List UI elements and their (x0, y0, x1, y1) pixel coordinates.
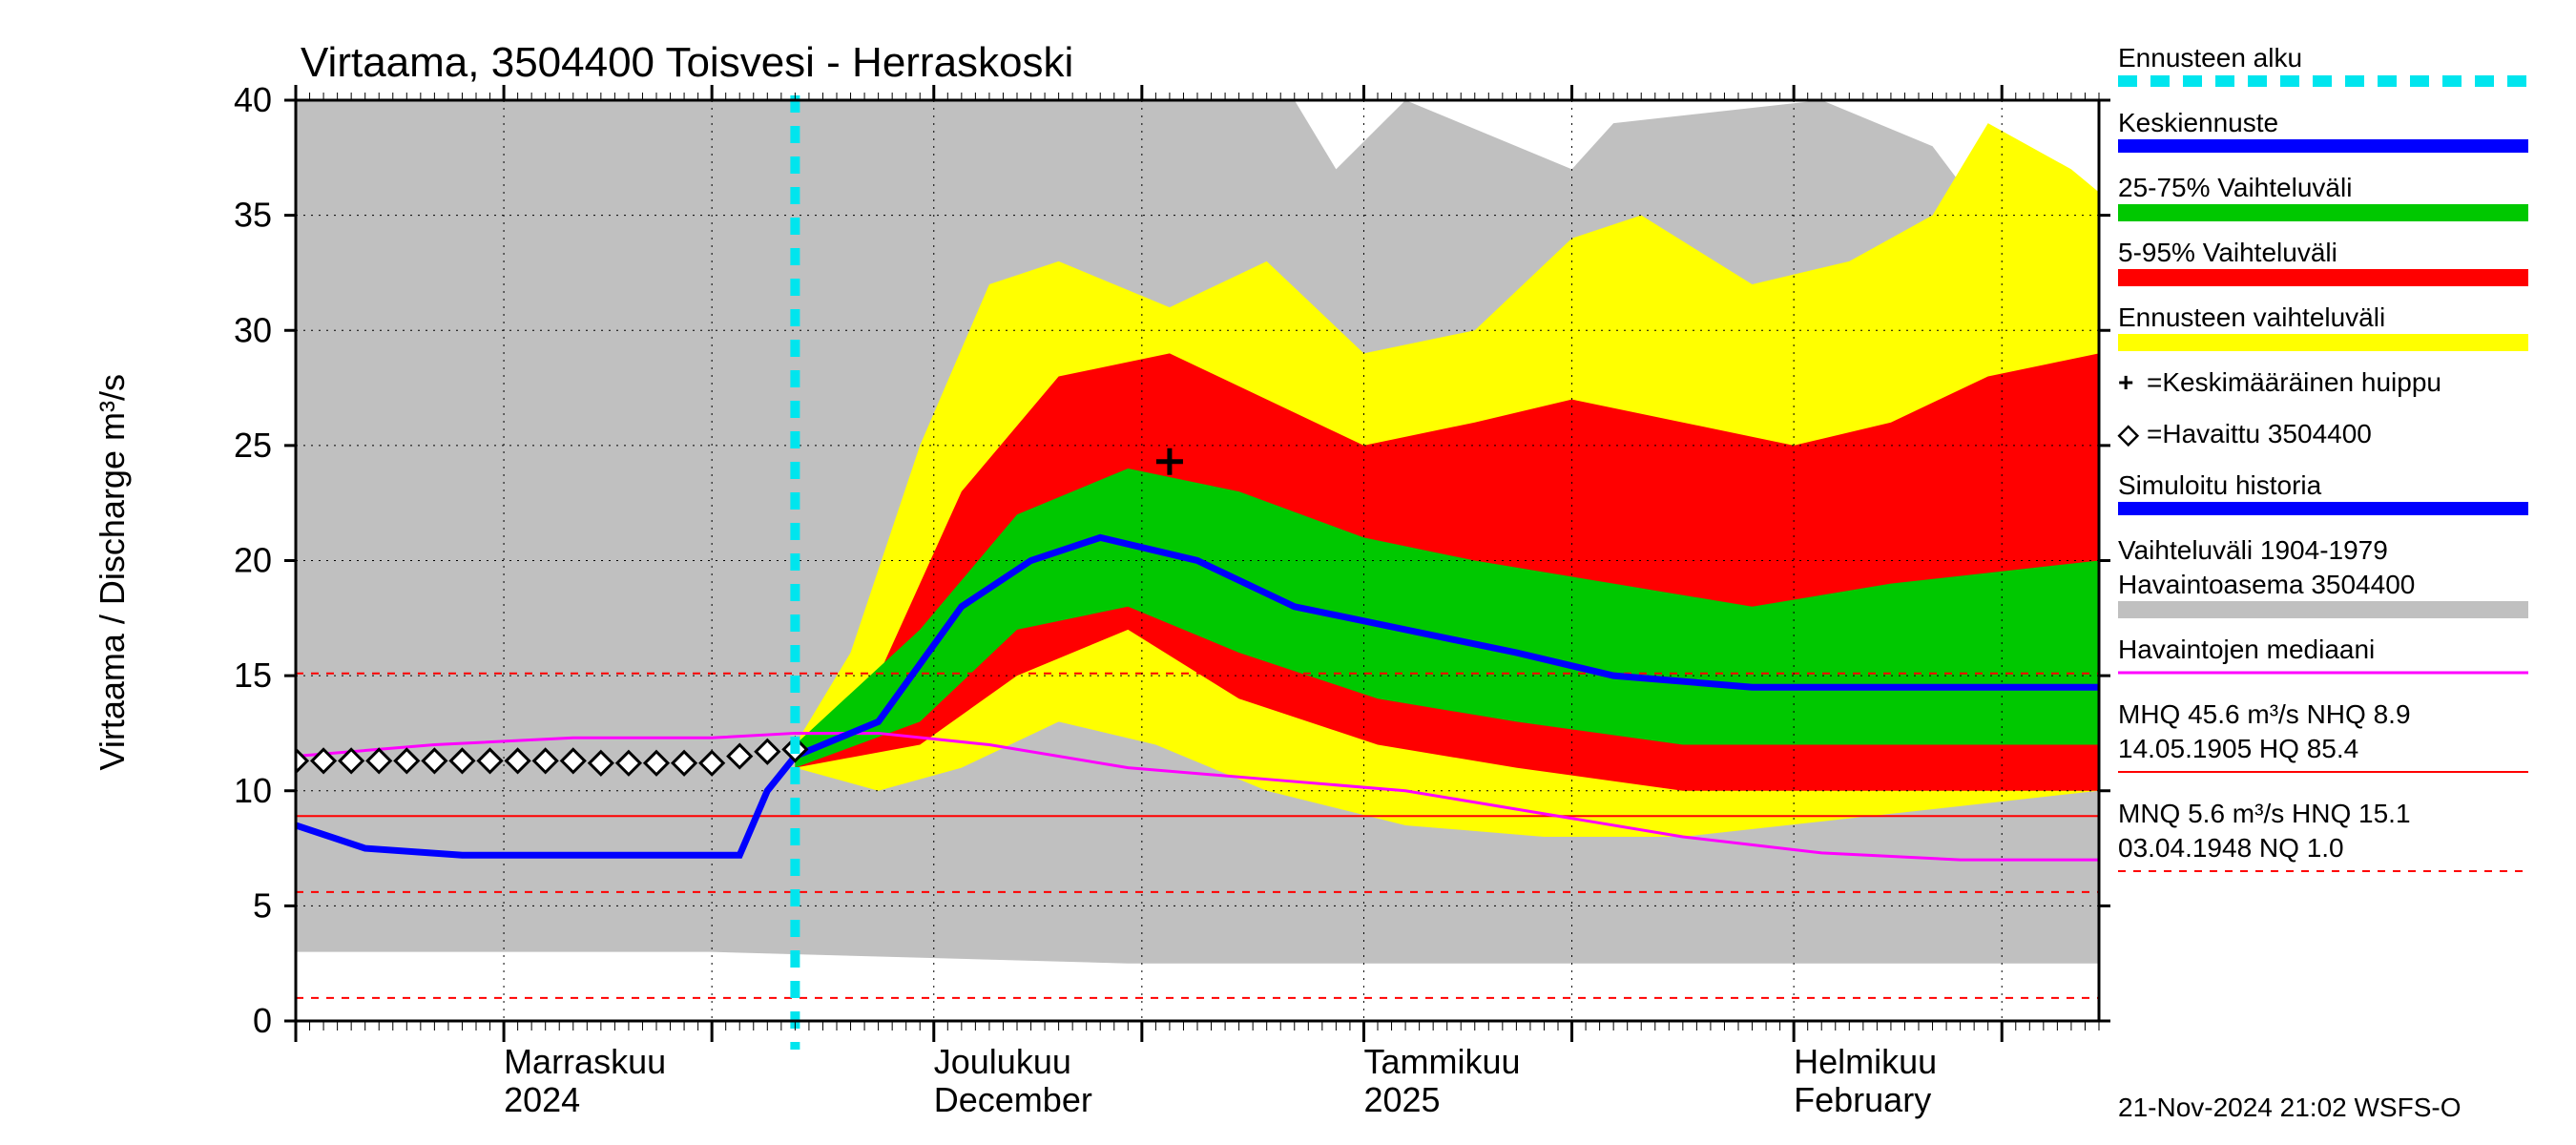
x-month-label: December (934, 1080, 1092, 1119)
y-tick-label: 5 (253, 885, 272, 925)
x-month-label: 2024 (504, 1080, 580, 1119)
chart-svg: 0510152025303540Marraskuu2024JoulukuuDec… (0, 0, 2576, 1145)
legend-label: =Keskimääräinen huippu (2147, 367, 2441, 397)
legend-label: Ennusteen vaihteluväli (2118, 302, 2385, 332)
y-axis-title: Virtaama / Discharge m³/s (93, 374, 132, 770)
legend-symbol: ◇ (2117, 419, 2140, 448)
legend-swatch (2118, 269, 2528, 286)
x-month-label: Helmikuu (1794, 1042, 1937, 1081)
x-month-label: Marraskuu (504, 1042, 666, 1081)
legend-label: Ennusteen alku (2118, 43, 2302, 73)
legend-label: Simuloitu historia (2118, 470, 2322, 500)
y-tick-label: 25 (234, 426, 272, 465)
y-tick-label: 0 (253, 1001, 272, 1040)
legend-label: Keskiennuste (2118, 108, 2278, 137)
x-month-label: February (1794, 1080, 1931, 1119)
legend-label: 14.05.1905 HQ 85.4 (2118, 734, 2358, 763)
legend-label: 5-95% Vaihteluväli (2118, 238, 2337, 267)
y-tick-label: 35 (234, 196, 272, 235)
legend-label: Havaintoasema 3504400 (2118, 570, 2415, 599)
y-tick-label: 40 (234, 80, 272, 119)
footer-timestamp: 21-Nov-2024 21:02 WSFS-O (2118, 1093, 2462, 1122)
chart-title: Virtaama, 3504400 Toisvesi - Herraskoski (301, 39, 1073, 86)
legend-label: Vaihteluväli 1904-1979 (2118, 535, 2388, 565)
legend-swatch (2118, 334, 2528, 351)
legend-label: 03.04.1948 NQ 1.0 (2118, 833, 2344, 863)
y-tick-label: 10 (234, 771, 272, 810)
y-tick-label: 20 (234, 541, 272, 580)
legend-label: MHQ 45.6 m³/s NHQ 8.9 (2118, 699, 2411, 729)
legend-swatch (2118, 139, 2528, 153)
legend-label: Havaintojen mediaani (2118, 635, 2375, 664)
legend-symbol: + (2118, 367, 2133, 397)
plot-area (284, 100, 2099, 1021)
x-month-label: Tammikuu (1363, 1042, 1520, 1081)
legend-swatch (2118, 204, 2528, 221)
discharge-forecast-chart: 0510152025303540Marraskuu2024JoulukuuDec… (0, 0, 2576, 1145)
x-month-label: 2025 (1363, 1080, 1440, 1119)
legend-label: 25-75% Vaihteluväli (2118, 173, 2352, 202)
x-month-label: Joulukuu (934, 1042, 1071, 1081)
y-tick-label: 30 (234, 310, 272, 349)
legend-swatch (2118, 601, 2528, 618)
legend-label: MNQ 5.6 m³/s HNQ 15.1 (2118, 799, 2411, 828)
legend-label: =Havaittu 3504400 (2147, 419, 2372, 448)
y-tick-label: 15 (234, 656, 272, 695)
legend-swatch (2118, 502, 2528, 515)
